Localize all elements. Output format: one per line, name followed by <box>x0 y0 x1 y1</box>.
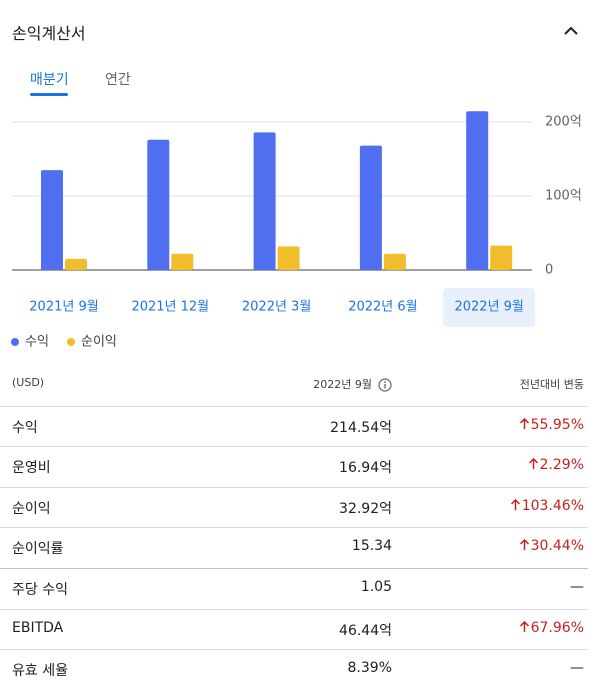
row-value: 16.94억 <box>339 460 392 477</box>
row-divider <box>0 568 588 569</box>
bar <box>490 245 513 270</box>
row-divider <box>0 608 588 610</box>
row-change: 55.95% <box>519 417 584 433</box>
row-change: 103.46% <box>510 498 584 514</box>
change-text: 30.44% <box>530 538 584 555</box>
bar <box>171 253 194 270</box>
table-row: 순이익률 15.34 30.44% <box>0 527 599 567</box>
change-text: 103.46% <box>521 497 584 514</box>
row-value: 214.54억 <box>330 419 392 436</box>
row-label: 순이익률 <box>12 541 64 558</box>
row-change: — <box>570 660 584 676</box>
collapse-button[interactable] <box>562 22 580 40</box>
change-text: — <box>570 660 584 677</box>
row-value: 32.92억 <box>339 500 392 517</box>
y-tick-label: 100억 <box>545 189 582 204</box>
up-arrow <box>528 458 538 470</box>
row-change: 30.44% <box>519 538 584 554</box>
row-change: 67.96% <box>519 620 584 636</box>
bar <box>359 145 382 270</box>
row-divider <box>0 405 588 407</box>
row-divider <box>0 446 588 448</box>
row-divider <box>0 649 588 651</box>
bar <box>65 258 87 270</box>
x-tick-label[interactable]: 2022년 9월 <box>454 300 523 315</box>
row-label: EBITDA <box>12 619 64 636</box>
row-value: 8.39% <box>347 660 392 677</box>
bar <box>383 253 406 270</box>
bar <box>147 139 170 270</box>
header-cell: 2022년 9월 <box>313 378 372 391</box>
change-text: 2.29% <box>539 457 584 474</box>
x-tick-label[interactable]: 2021년 9월 <box>29 300 98 315</box>
tab-annual[interactable]: 연간 <box>105 72 131 88</box>
table-row: 순이익 32.92억 103.46% <box>0 487 599 527</box>
bar <box>41 170 63 270</box>
row-value: 46.44억 <box>339 622 392 639</box>
change-text: 67.96% <box>530 619 584 636</box>
row-change: 2.29% <box>528 457 584 473</box>
table-row: 주당 수익 1.05 — <box>0 568 599 608</box>
up-arrow <box>510 498 520 510</box>
x-tick-label[interactable]: 2022년 3월 <box>242 300 311 315</box>
up-arrow <box>519 417 529 429</box>
legend-swatch <box>11 338 19 346</box>
table-row: 수익 214.54억 55.95% <box>0 406 599 446</box>
change-text: 55.95% <box>530 416 584 433</box>
table-row: 유효 세율 8.39% — <box>0 649 599 689</box>
up-arrow <box>519 539 529 551</box>
row-label: 주당 수익 <box>12 582 68 598</box>
up-arrow <box>519 620 529 632</box>
selected-period <box>443 288 536 327</box>
bar <box>277 246 300 270</box>
tab-quarterly[interactable]: 매분기 <box>30 72 69 88</box>
row-label: 순이익 <box>12 500 51 517</box>
bar <box>253 132 276 270</box>
row-value: 1.05 <box>360 579 392 595</box>
tab-indicator <box>30 93 68 96</box>
row-divider <box>0 527 588 529</box>
row-label: 수익 <box>12 419 38 436</box>
y-tick-label: 0 <box>545 263 553 278</box>
info-icon[interactable] <box>378 378 392 392</box>
legend-label: 수익 <box>25 335 49 350</box>
y-tick-label: 200억 <box>545 115 582 130</box>
legend-swatch <box>67 338 75 346</box>
header-cell: 전년대비 변동 <box>519 378 584 391</box>
table-header: (USD) 2022년 9월 전년대비 변동 <box>0 365 599 405</box>
table-row: EBITDA 46.44억 67.96% <box>0 609 599 649</box>
bar <box>466 111 489 270</box>
change-text: — <box>570 579 584 595</box>
row-divider <box>0 486 588 488</box>
card-title: 손익계산서 <box>12 24 86 43</box>
x-tick-label[interactable]: 2022년 6월 <box>348 300 417 315</box>
chart: 0 100억 200억 2021년 9월 2021년 12월 2022년 3월 2022년 … <box>11 111 582 350</box>
row-label: 유효 세율 <box>12 663 68 680</box>
table-row: 운영비 16.94억 2.29% <box>0 446 599 486</box>
row-label: 운영비 <box>12 460 51 477</box>
header-cell: (USD) <box>12 376 45 389</box>
x-tick-label[interactable]: 2021년 12월 <box>131 300 209 315</box>
legend-label: 순이익 <box>81 335 117 350</box>
row-value: 15.34 <box>351 538 392 555</box>
row-change: — <box>570 579 584 595</box>
